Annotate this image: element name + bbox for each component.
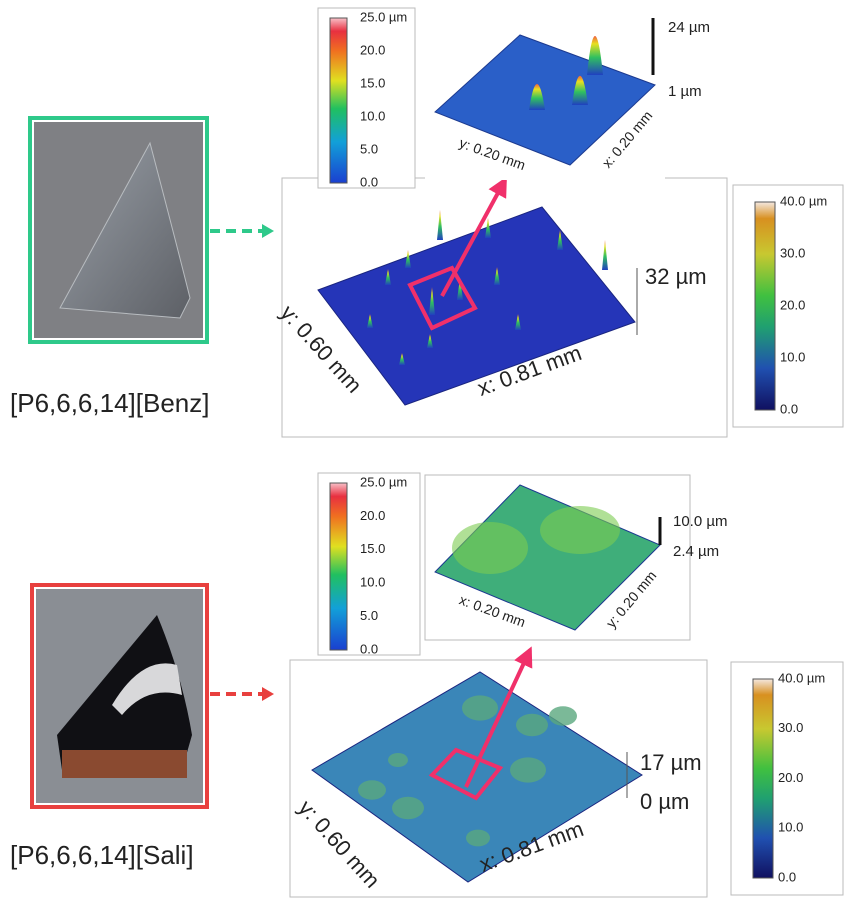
surface-feature [388,753,408,767]
surface-feature [549,706,577,726]
colorbar-tick-label: 10.0 [360,108,385,123]
z-max-label: 32 µm [645,264,707,289]
surface-feature [358,780,386,800]
colorbar [755,202,775,410]
zoom-feature [540,506,620,554]
colorbar-tick-label: 15.0 [360,75,385,90]
colorbar [330,483,347,650]
surface-feature [466,830,490,847]
colorbar-tick-label: 20.0 [780,297,805,312]
colorbar-tick-label: 40.0 µm [778,670,825,685]
colorbar-tick-label: 20.0 [360,508,385,523]
surface-feature [510,757,546,782]
zoom-z-min: 1 µm [668,83,702,100]
sample-base [62,750,187,778]
colorbar [753,679,773,878]
colorbar-tick-label: 5.0 [360,608,378,623]
colorbar-tick-label: 5.0 [360,141,378,156]
surface-feature [392,797,424,819]
colorbar-tick-label: 10.0 [778,820,803,835]
colorbar-tick-label: 15.0 [360,541,385,556]
z-min-label: 0 µm [640,789,689,814]
arrow-head [262,687,274,701]
colorbar-tick-label: 0.0 [360,174,378,189]
zoom-z-max: 10.0 µm [673,513,728,530]
colorbar [330,18,347,183]
colorbar-tick-label: 30.0 [778,720,803,735]
zoom-feature [452,522,528,574]
colorbar-tick-label: 20.0 [360,42,385,57]
z-max-label: 17 µm [640,750,702,775]
sample-label: [P6,6,6,14][Benz] [10,388,209,418]
colorbar-tick-label: 30.0 [780,245,805,260]
zoom-z-max: 24 µm [668,19,710,36]
colorbar-tick-label: 40.0 µm [780,193,827,208]
surface-feature [516,714,548,736]
colorbar-tick-label: 10.0 [780,349,805,364]
figure: [P6,6,6,14][Benz]32 µm0 µmy: 0.60 mmx: 0… [0,0,846,899]
surface-feature [462,695,498,720]
colorbar-tick-label: 10.0 [360,575,385,590]
colorbar-tick-label: 0.0 [778,869,796,884]
sample-label: [P6,6,6,14][Sali] [10,840,194,870]
colorbar-tick-label: 20.0 [778,770,803,785]
colorbar-tick-label: 0.0 [780,401,798,416]
zoom-z-min: 2.4 µm [673,543,719,560]
colorbar-tick-label: 25.0 µm [360,9,407,24]
colorbar-tick-label: 0.0 [360,641,378,656]
colorbar-tick-label: 25.0 µm [360,474,407,489]
arrow-head [262,224,274,238]
